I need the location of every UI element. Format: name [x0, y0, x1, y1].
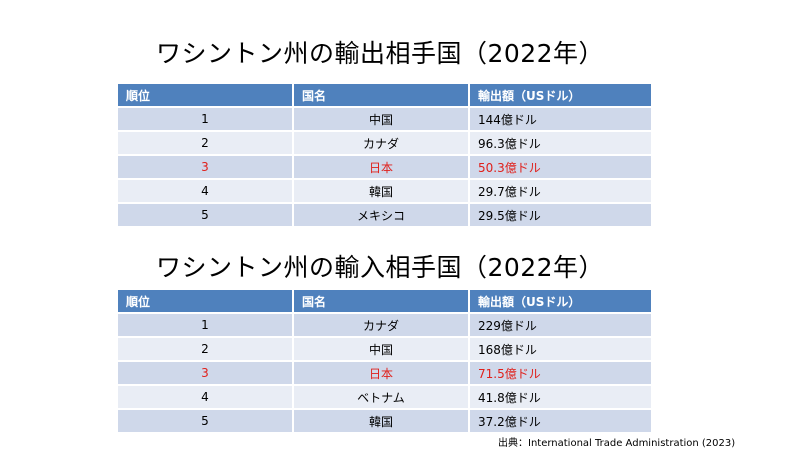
rank-cell: 1 — [118, 312, 294, 337]
amount-cell: 168億ドル — [469, 336, 651, 361]
amount-cell: 29.7億ドル — [469, 178, 651, 203]
table-row-highlighted: 3 日本 71.5億ドル — [118, 360, 651, 385]
table-header-row: 順位 国名 輸出額（USドル） — [118, 84, 651, 107]
amount-header: 輸出額（USドル） — [469, 290, 651, 313]
rank-cell: 4 — [118, 178, 294, 203]
country-cell: カナダ — [293, 130, 470, 155]
table-row: 1 カナダ 229億ドル — [118, 312, 651, 337]
country-cell: カナダ — [293, 312, 470, 337]
rank-cell: 2 — [118, 130, 294, 155]
country-cell: ベトナム — [293, 384, 470, 409]
rank-cell: 4 — [118, 384, 294, 409]
amount-header: 輸出額（USドル） — [469, 84, 651, 107]
country-cell: 韓国 — [293, 178, 470, 203]
country-cell: メキシコ — [293, 202, 470, 226]
country-cell: 韓国 — [293, 408, 470, 432]
country-header: 国名 — [293, 84, 470, 107]
amount-cell: 29.5億ドル — [469, 202, 651, 226]
rank-cell: 5 — [118, 408, 294, 432]
country-cell: 中国 — [293, 336, 470, 361]
rank-cell: 3 — [118, 154, 294, 179]
table-row: 4 ベトナム 41.8億ドル — [118, 384, 651, 409]
import-title: ワシントン州の輸入相手国（2022年） — [155, 253, 605, 282]
table-row: 5 韓国 37.2億ドル — [118, 408, 651, 432]
country-cell: 日本 — [293, 154, 470, 179]
table-row: 4 韓国 29.7億ドル — [118, 178, 651, 203]
country-header: 国名 — [293, 290, 470, 313]
rank-header: 順位 — [118, 290, 294, 313]
amount-cell: 71.5億ドル — [469, 360, 651, 385]
rank-cell: 2 — [118, 336, 294, 361]
country-cell: 日本 — [293, 360, 470, 385]
table-header-row: 順位 国名 輸出額（USドル） — [118, 290, 651, 313]
amount-cell: 50.3億ドル — [469, 154, 651, 179]
amount-cell: 229億ドル — [469, 312, 651, 337]
rank-cell: 1 — [118, 106, 294, 131]
table-row-highlighted: 3 日本 50.3億ドル — [118, 154, 651, 179]
amount-cell: 144億ドル — [469, 106, 651, 131]
import-partners-table: 順位 国名 輸出額（USドル） 1 カナダ 229億ドル 2 中国 168億ドル… — [118, 290, 651, 432]
rank-cell: 5 — [118, 202, 294, 226]
export-partners-table: 順位 国名 輸出額（USドル） 1 中国 144億ドル 2 カナダ 96.3億ド… — [118, 84, 651, 226]
rank-header: 順位 — [118, 84, 294, 107]
amount-cell: 96.3億ドル — [469, 130, 651, 155]
export-title: ワシントン州の輸出相手国（2022年） — [155, 39, 605, 68]
rank-cell: 3 — [118, 360, 294, 385]
source-note: 出典：International Trade Administration (2… — [498, 438, 736, 449]
table-row: 5 メキシコ 29.5億ドル — [118, 202, 651, 226]
country-cell: 中国 — [293, 106, 470, 131]
table-row: 2 中国 168億ドル — [118, 336, 651, 361]
table-row: 2 カナダ 96.3億ドル — [118, 130, 651, 155]
table-row: 1 中国 144億ドル — [118, 106, 651, 131]
amount-cell: 37.2億ドル — [469, 408, 651, 432]
amount-cell: 41.8億ドル — [469, 384, 651, 409]
